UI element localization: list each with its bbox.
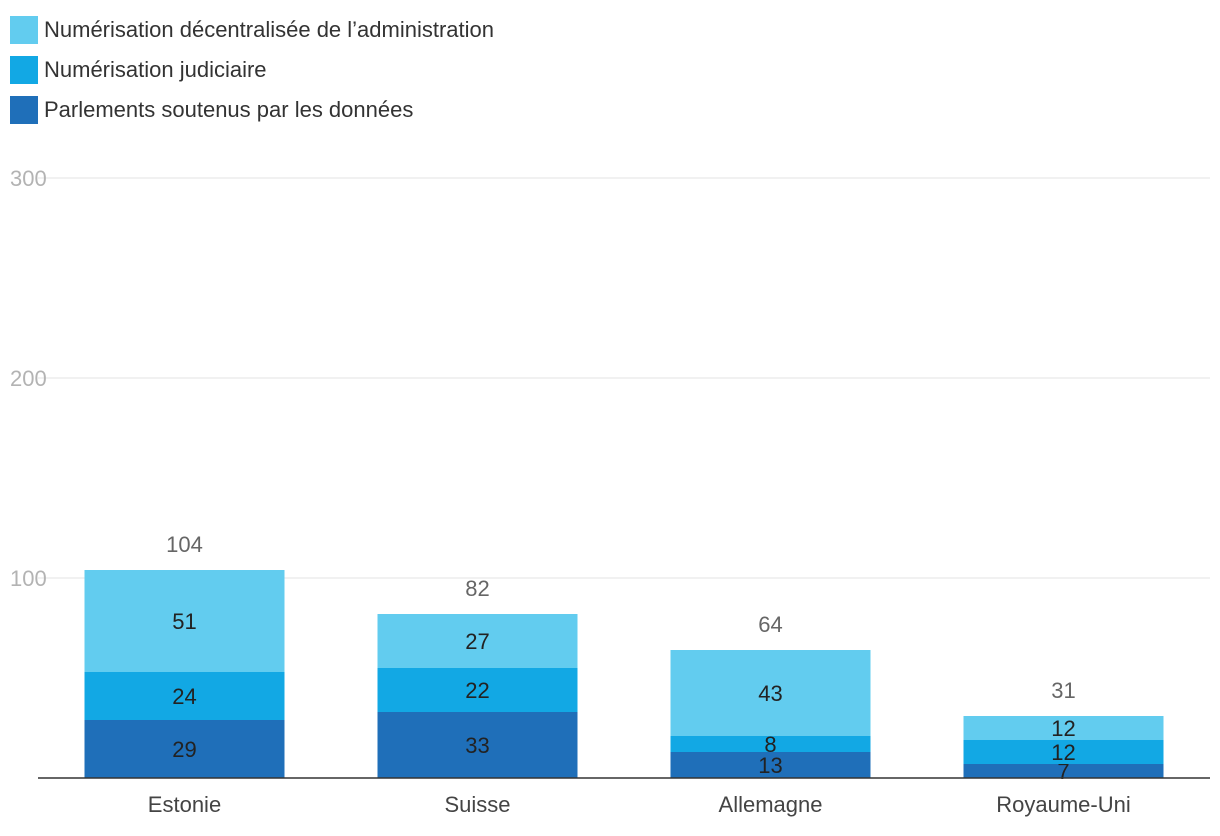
legend-swatch xyxy=(10,96,38,124)
bar-segment xyxy=(377,668,578,712)
segment-value-label: 12 xyxy=(1051,716,1075,741)
bar-segment xyxy=(670,752,871,778)
bar-segment xyxy=(84,570,285,672)
bar-segment xyxy=(963,740,1164,764)
y-tick-label: 100 xyxy=(10,566,47,591)
legend-label: Numérisation décentralisée de l’administ… xyxy=(44,17,495,42)
legend-item: Parlements soutenus par les données xyxy=(10,90,494,130)
bar-segment xyxy=(963,764,1164,778)
total-value-label: 31 xyxy=(1051,678,1075,703)
bar-segment xyxy=(377,614,578,668)
legend-swatch xyxy=(10,56,38,84)
segment-value-label: 22 xyxy=(465,678,489,703)
total-value-label: 64 xyxy=(758,612,782,637)
x-category-label: Suisse xyxy=(444,792,510,817)
segment-value-label: 43 xyxy=(758,681,782,706)
y-tick-label: 300 xyxy=(10,166,47,191)
bar-segment xyxy=(84,672,285,720)
legend-item: Numérisation décentralisée de l’administ… xyxy=(10,10,494,50)
x-category-label: Estonie xyxy=(148,792,221,817)
segment-value-label: 13 xyxy=(758,753,782,778)
legend: Numérisation décentralisée de l’administ… xyxy=(10,10,494,130)
segment-value-label: 33 xyxy=(465,733,489,758)
segment-value-label: 8 xyxy=(764,732,776,757)
legend-label: Numérisation judiciaire xyxy=(44,57,267,82)
legend-swatch xyxy=(10,16,38,44)
segment-value-label: 12 xyxy=(1051,740,1075,765)
x-category-label: Royaume-Uni xyxy=(996,792,1131,817)
total-value-label: 104 xyxy=(166,532,203,557)
legend-label: Parlements soutenus par les données xyxy=(44,97,414,122)
legend-item: Numérisation judiciaire xyxy=(10,50,494,90)
segment-value-label: 27 xyxy=(465,629,489,654)
bar-segment xyxy=(84,720,285,778)
segment-value-label: 29 xyxy=(172,737,196,762)
total-value-label: 82 xyxy=(465,576,489,601)
segment-value-label: 51 xyxy=(172,609,196,634)
bar-segment xyxy=(670,736,871,752)
segment-value-label: 24 xyxy=(172,684,196,709)
bar-segment xyxy=(963,716,1164,740)
bar-segment xyxy=(670,650,871,736)
y-tick-label: 200 xyxy=(10,366,47,391)
x-category-label: Allemagne xyxy=(719,792,823,817)
bar-segment xyxy=(377,712,578,778)
